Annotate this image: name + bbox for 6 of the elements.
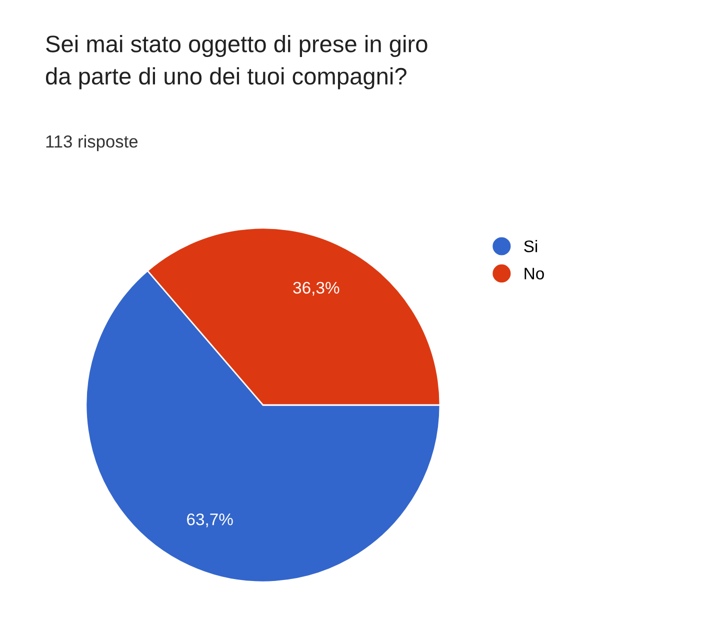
chart-title: Sei mai stato oggetto di prese in giro da parte di uno dei tuoi compagni? (46, 35, 428, 90)
legend-label: No (524, 268, 544, 280)
chart-subtitle: 113 risposte (46, 134, 138, 152)
legend-label: Si (524, 240, 538, 252)
data-label: 63,7% (187, 513, 233, 528)
data-label: 36,3% (293, 282, 340, 296)
